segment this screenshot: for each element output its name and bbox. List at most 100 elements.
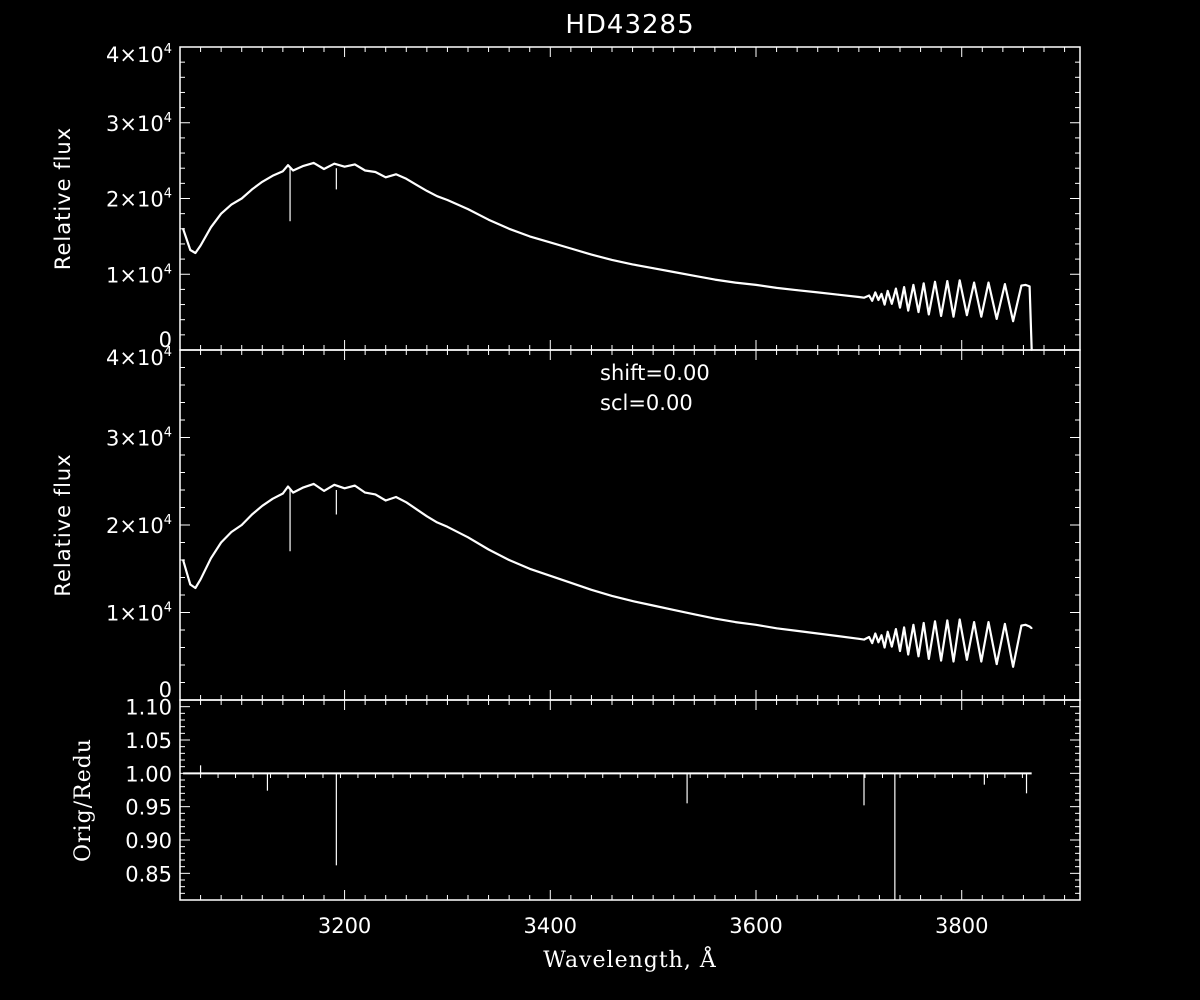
data-point: [569, 581, 572, 584]
data-point: [917, 655, 920, 658]
data-point: [886, 630, 889, 633]
data-point: [1012, 320, 1015, 323]
data-point: [240, 524, 243, 526]
y-tick-label: 4×104: [106, 42, 172, 67]
data-point: [940, 659, 943, 662]
data-point: [899, 306, 901, 309]
data-point: [952, 660, 955, 663]
data-point: [395, 173, 397, 176]
y-tick-label: 0: [159, 678, 172, 702]
y-tick-label: 1.05: [125, 729, 172, 753]
data-point: [292, 169, 295, 172]
data-point: [487, 218, 490, 221]
data-point: [883, 303, 886, 306]
x-tick-label: 3400: [524, 914, 577, 938]
data-point: [903, 626, 906, 629]
annotation-text: scl=0.00: [600, 391, 693, 415]
data-point: [251, 513, 253, 516]
data-point: [194, 252, 197, 254]
data-point: [189, 249, 192, 251]
data-point: [871, 642, 874, 645]
y-tick-label: 1.00: [125, 762, 172, 786]
data-point: [323, 489, 325, 492]
data-point: [590, 253, 593, 256]
data-point: [1028, 285, 1031, 288]
data-point: [611, 594, 613, 597]
data-point: [436, 195, 439, 198]
y-tick-label: 0.90: [125, 829, 172, 853]
data-point: [734, 281, 737, 284]
annotation-text: shift=0.00: [600, 361, 710, 385]
data-point: [240, 197, 243, 200]
data-point: [837, 293, 840, 296]
data-point: [312, 161, 315, 164]
data-point: [364, 169, 367, 172]
data-point: [940, 315, 943, 317]
data-point: [281, 492, 284, 495]
data-point: [755, 623, 757, 626]
data-point: [672, 271, 675, 273]
data-point: [652, 267, 655, 270]
data-point: [877, 299, 880, 301]
data-point: [251, 188, 253, 191]
data-point: [415, 183, 418, 186]
data-point: [302, 486, 305, 489]
data-point: [209, 557, 212, 560]
plot-frame: [179, 46, 1081, 351]
data-point: [1024, 623, 1027, 626]
data-point: [987, 281, 990, 284]
data-point: [287, 485, 289, 488]
data-point: [569, 247, 572, 250]
data-point: [287, 164, 289, 167]
y-tick-label: 0: [159, 328, 172, 352]
data-point: [1028, 625, 1031, 628]
data-point: [187, 576, 190, 579]
data-point: [281, 170, 284, 173]
y-tick-label: 3×104: [106, 426, 172, 451]
y-tick-label: 2×104: [106, 513, 172, 538]
data-point: [946, 280, 949, 282]
data-point: [927, 313, 930, 316]
x-tick-label: 3200: [318, 914, 371, 938]
data-point: [1020, 284, 1023, 287]
data-point: [199, 244, 202, 247]
data-point: [182, 559, 184, 561]
x-axis-title: Wavelength, Å: [543, 945, 717, 973]
data-point: [425, 515, 428, 518]
data-point: [868, 636, 871, 638]
y-tick-label: 4×104: [106, 345, 172, 370]
data-point: [631, 263, 634, 266]
data-point: [182, 227, 184, 230]
data-point: [220, 212, 223, 215]
data-point: [199, 578, 202, 581]
data-point: [987, 621, 990, 624]
data-point: [816, 632, 819, 635]
data-point: [874, 291, 877, 294]
data-point: [946, 619, 949, 622]
data-point: [965, 314, 968, 317]
data-point: [816, 291, 819, 294]
data-point: [796, 289, 799, 292]
data-point: [980, 315, 983, 318]
data-point: [693, 274, 696, 277]
data-point: [837, 635, 840, 638]
y-axis-title: Relative flux: [51, 127, 75, 270]
x-tick-label: 3600: [729, 914, 782, 938]
data-point: [857, 296, 860, 298]
data-point: [528, 235, 531, 238]
data-point: [922, 622, 925, 624]
data-point: [364, 491, 367, 494]
data-point: [405, 501, 408, 504]
data-point: [528, 567, 531, 570]
data-point: [917, 311, 920, 314]
data-point: [907, 309, 910, 312]
data-point: [775, 286, 778, 289]
y-tick-label: 1×104: [106, 262, 172, 287]
data-point: [302, 165, 305, 167]
y-tick-label: 0.85: [125, 862, 172, 886]
data-point: [734, 621, 737, 624]
data-point: [549, 574, 552, 577]
data-point: [903, 286, 906, 289]
spectrum-line: [182, 161, 1033, 351]
panel-bottom: 0.85 0.90 0.95 1.00 1.05 1.10 Orig/Redu 3200 340…: [71, 696, 1081, 973]
